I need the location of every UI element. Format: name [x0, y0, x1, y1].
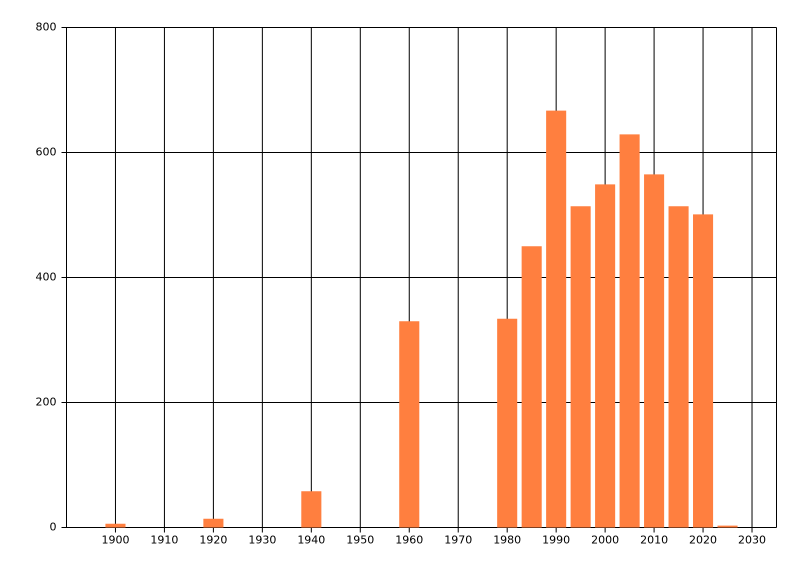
bar [497, 318, 518, 528]
x-tick-label: 1900 [101, 534, 129, 547]
x-tick-label: 1990 [542, 534, 570, 547]
bar [546, 110, 567, 528]
bar [595, 184, 616, 528]
x-tick-label: 1950 [346, 534, 374, 547]
bar [570, 206, 591, 528]
y-tick-label: 400 [36, 271, 57, 284]
bar [105, 523, 126, 528]
y-tick-label: 200 [36, 396, 57, 409]
x-tick-label: 1980 [493, 534, 521, 547]
bar [619, 134, 640, 528]
bar [203, 518, 224, 528]
x-tick-label: 2020 [689, 534, 717, 547]
bar [717, 525, 738, 528]
y-tick-label: 0 [50, 521, 57, 534]
x-tick-label: 1940 [297, 534, 325, 547]
x-tick-label: 1920 [199, 534, 227, 547]
y-tick-label: 600 [36, 146, 57, 159]
x-tick-label: 1910 [150, 534, 178, 547]
x-tick-label: 2030 [738, 534, 766, 547]
bar [693, 214, 714, 528]
bar [668, 206, 689, 528]
bar [521, 246, 542, 528]
x-tick-label: 1960 [395, 534, 423, 547]
x-tick-label: 2010 [640, 534, 668, 547]
bar [399, 321, 420, 528]
x-tick-label: 1970 [444, 534, 472, 547]
x-tick-label: 1930 [248, 534, 276, 547]
x-tick-label: 2000 [591, 534, 619, 547]
y-tick-label: 800 [36, 21, 57, 34]
bar [301, 491, 322, 528]
bar [644, 174, 665, 528]
